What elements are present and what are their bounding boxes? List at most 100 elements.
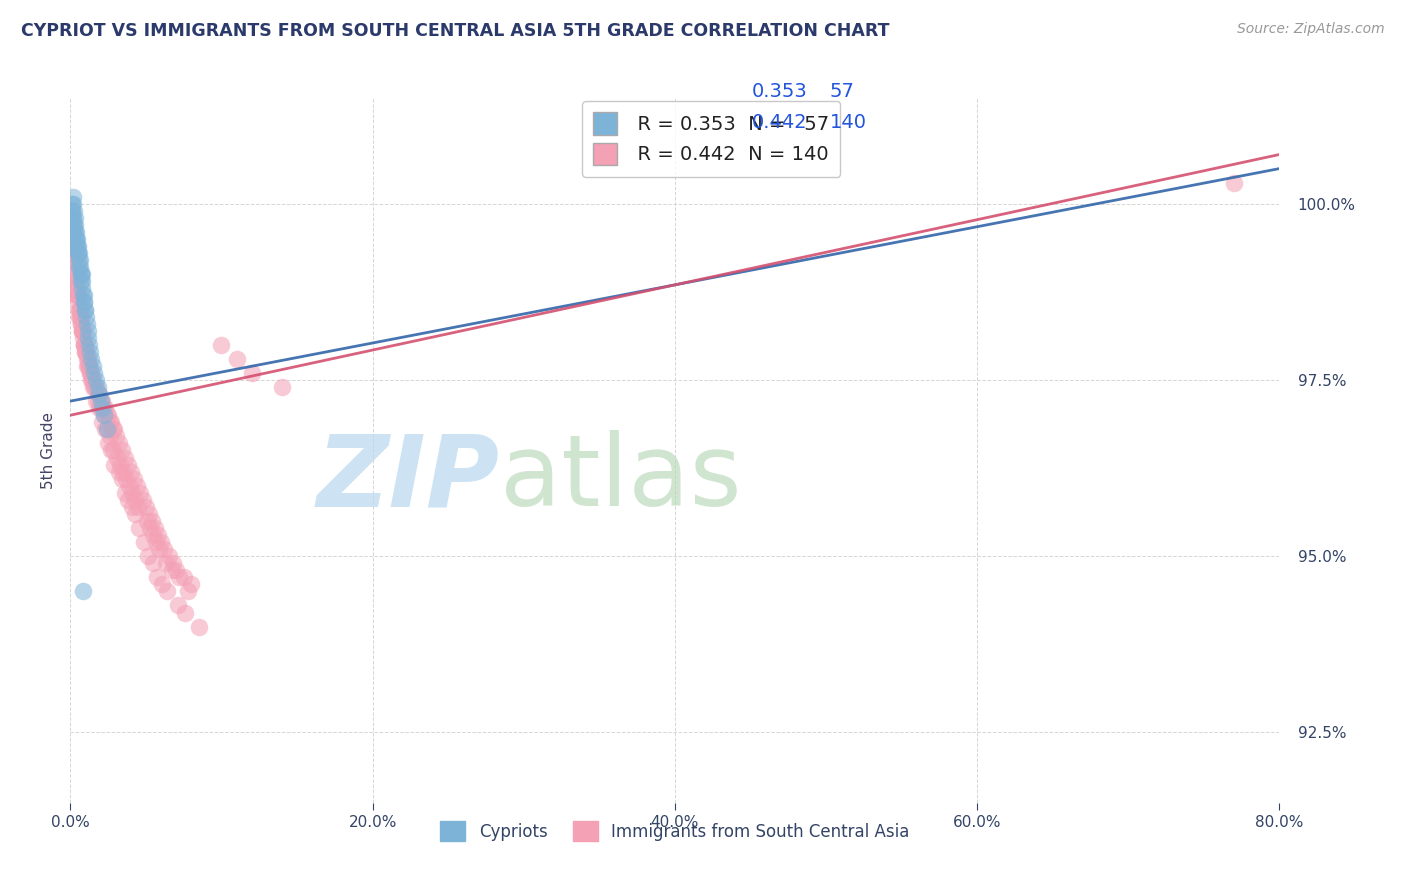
Point [63, 260, 86, 275]
Point [117, 458, 139, 472]
Point [97, 436, 120, 450]
Point [72, 295, 94, 310]
Point [62, 253, 84, 268]
Point [153, 542, 176, 557]
Point [70, 324, 93, 338]
Point [93, 409, 115, 423]
Point [75, 344, 97, 359]
Point [103, 422, 125, 436]
Point [66, 295, 89, 310]
Point [87, 394, 110, 409]
Point [104, 429, 127, 443]
Point [75, 344, 97, 359]
Point [69, 260, 91, 275]
Point [160, 563, 183, 577]
Point [93, 401, 115, 416]
Point [80, 373, 103, 387]
Point [90, 394, 111, 409]
Point [72, 274, 94, 288]
Point [111, 443, 134, 458]
Text: atlas: atlas [499, 430, 741, 527]
Point [146, 528, 169, 542]
Point [101, 443, 124, 458]
Point [136, 549, 159, 564]
Point [124, 507, 146, 521]
Point [76, 351, 98, 366]
Point [111, 472, 134, 486]
Point [122, 472, 145, 486]
Point [107, 436, 129, 450]
Point [98, 415, 121, 429]
Point [70, 268, 93, 282]
Point [63, 211, 86, 225]
Point [66, 239, 89, 253]
Point [73, 338, 96, 352]
Point [72, 338, 94, 352]
Point [150, 535, 173, 549]
Point [105, 450, 128, 465]
Point [98, 429, 121, 443]
Point [100, 443, 122, 458]
Point [62, 253, 84, 268]
Point [66, 239, 89, 253]
Point [65, 225, 87, 239]
Point [70, 324, 93, 338]
Point [90, 401, 112, 416]
Point [62, 218, 84, 232]
Point [94, 422, 117, 436]
Point [65, 274, 87, 288]
Point [114, 450, 136, 465]
Point [80, 373, 103, 387]
Point [69, 310, 91, 324]
Point [83, 380, 105, 394]
Point [66, 288, 89, 302]
Point [67, 253, 90, 268]
Point [143, 521, 166, 535]
Point [76, 359, 98, 373]
Point [167, 570, 190, 584]
Point [162, 556, 184, 570]
Legend: Cypriots, Immigrants from South Central Asia: Cypriots, Immigrants from South Central … [434, 814, 915, 847]
Point [75, 344, 97, 359]
Point [1223, 176, 1246, 190]
Point [72, 324, 94, 338]
Point [173, 570, 195, 584]
Point [63, 218, 86, 232]
Point [121, 485, 143, 500]
Point [62, 246, 84, 260]
Point [132, 492, 155, 507]
Point [63, 225, 86, 239]
Point [67, 310, 90, 324]
Point [69, 268, 91, 282]
Point [62, 246, 84, 260]
Point [187, 620, 209, 634]
Point [67, 288, 90, 302]
Point [79, 366, 101, 380]
Point [132, 535, 155, 549]
Point [76, 324, 98, 338]
Point [138, 507, 160, 521]
Point [63, 225, 86, 239]
Point [115, 472, 138, 486]
Point [65, 232, 87, 246]
Point [65, 232, 87, 246]
Point [70, 268, 93, 282]
Point [103, 458, 125, 472]
Point [72, 331, 94, 345]
Point [120, 465, 142, 479]
Point [70, 317, 93, 331]
Point [148, 542, 170, 557]
Point [67, 260, 90, 275]
Point [63, 268, 86, 282]
Text: CYPRIOT VS IMMIGRANTS FROM SOUTH CENTRAL ASIA 5TH GRADE CORRELATION CHART: CYPRIOT VS IMMIGRANTS FROM SOUTH CENTRAL… [21, 22, 890, 40]
Point [82, 359, 104, 373]
Point [67, 302, 90, 317]
Point [60, 203, 83, 218]
Point [73, 302, 96, 317]
Point [66, 281, 89, 295]
Point [75, 344, 97, 359]
Point [135, 500, 157, 514]
Point [240, 366, 263, 380]
Point [83, 380, 105, 394]
Point [70, 274, 93, 288]
